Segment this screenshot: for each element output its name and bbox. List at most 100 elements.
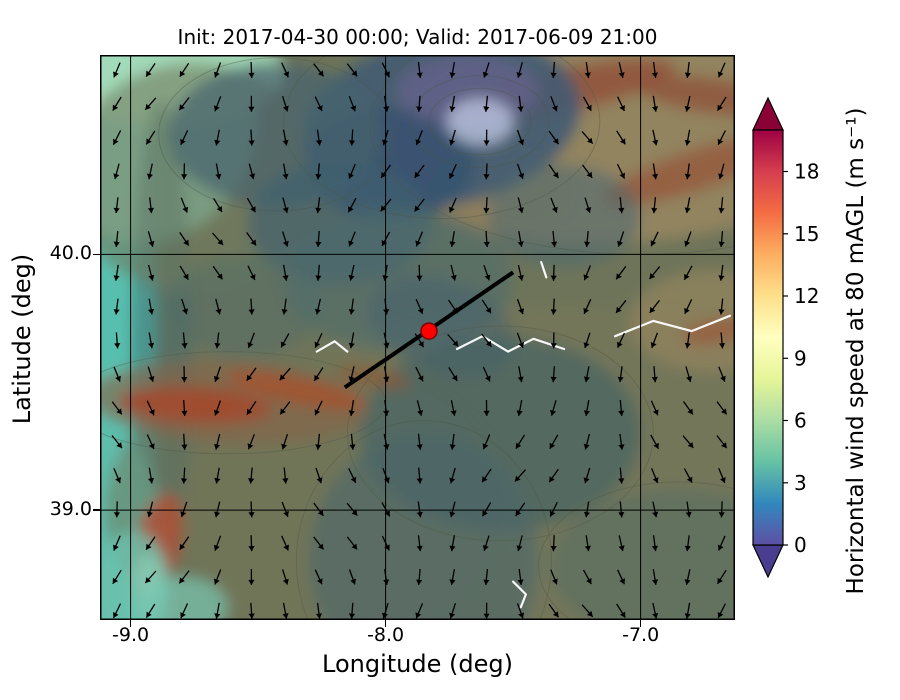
wind-arrow-head [317,70,324,77]
cb-extend-under [752,544,784,579]
wind-arrow-head [619,138,626,145]
field-patch [551,489,735,620]
wind-arrow-head [248,309,255,315]
wind-arrow-head [181,174,188,180]
wind-arrow-head [182,308,188,315]
wind-arrow-head [112,577,119,584]
wind-arrow-head [551,105,558,112]
wind-arrow-head [417,375,424,382]
wind-arrow-head [351,70,358,77]
wind-arrow-head [146,138,152,145]
wind-arrow-head [550,376,557,383]
wind-arrow-head [553,611,559,618]
wind-arrow-head [248,613,255,619]
wind-arrow-head [179,104,185,111]
wind-arrow-head [248,72,255,78]
wind-arrow-head [583,342,590,348]
wind-arrow-head [146,511,153,518]
wind-arrow-head [684,307,690,314]
wind-arrow-head [384,71,390,78]
wind-arrow-head [416,545,423,552]
wind-arrow-head [485,375,491,382]
wind-arrow-head [684,105,691,112]
contour-line [283,55,601,220]
wind-arrow-head [482,545,489,551]
wind-arrow-head [652,139,659,146]
wind-arrow-head [348,172,354,179]
field-patch [309,433,539,620]
wind-arrow-head [114,343,121,349]
wind-arrow-head [148,240,155,247]
wind-arrow-head [552,578,558,585]
wind-arrow-head [717,71,724,78]
cb-tick-label: 12 [794,284,819,308]
wind-arrow-head [349,444,356,450]
wind-arrow-head [381,240,388,246]
wind-arrow-head [517,207,524,213]
wind-arrow-head [181,444,188,450]
wind-arrow-head [651,545,658,552]
wind-arrow-head [482,476,488,483]
site-marker [420,322,438,340]
wind-arrow-head [249,173,256,180]
wind-arrow-head [717,104,723,111]
wind-arrow-head [181,410,188,416]
wind-arrow-head [619,578,625,585]
wind-arrow-head [315,444,322,450]
field-patch [630,269,735,372]
wind-arrow-head [684,545,691,552]
wind-arrow-head [550,309,557,315]
wind-arrow-head [587,610,593,617]
wind-arrow-head [116,408,122,415]
wind-arrow-head [248,545,255,552]
y-tick-label: 39.0 [49,498,92,521]
wind-arrow-head [314,341,321,348]
wind-arrow-head [315,174,322,180]
wind-arrow-head [383,342,390,349]
wind-arrow-head [314,308,321,315]
wind-arrow-head [384,544,390,551]
wind-arrow-head [113,612,119,618]
wind-arrow-head [651,207,658,214]
wind-arrow-head [684,613,691,619]
wind-arrow-head [148,443,155,450]
river [512,580,527,609]
wind-arrow-head [652,173,659,180]
wind-arrow-head [721,408,727,415]
wind-arrow-head [483,140,490,146]
wind-arrow-head [180,612,186,619]
field-patch [446,98,514,145]
wind-arrow-head [416,275,423,281]
wind-arrow-head [449,172,455,179]
wind-arrow-head [617,341,623,348]
wind-arrow-head [280,408,286,415]
wind-arrow-head [449,139,456,146]
wind-arrow-head [214,342,221,349]
wind-arrow-head [684,240,691,247]
wind-arrow-head [414,171,421,178]
wind-arrow-head [517,376,524,383]
wind-arrow-head [180,138,186,145]
wind-arrow-head [414,205,421,212]
wind-arrow-head [449,511,456,518]
wind-arrow-head [619,611,626,618]
wind-arrow-head [148,274,155,281]
wind-arrow-head [283,71,289,78]
wind-arrow-head [213,375,220,382]
wind-arrow-head [449,444,456,450]
wind-arrow-head [484,274,491,281]
wind-arrow-head [381,171,387,178]
wind-arrow-head [718,173,724,180]
wind-arrow-head [717,577,723,584]
x-tick-mark [129,620,132,627]
wind-arrow-head [583,274,590,281]
wind-arrow-head [720,375,726,382]
cb-tick-label: 15 [794,222,819,246]
wind-arrow-head [179,70,186,77]
wind-arrow-head [684,72,691,78]
wind-arrow-head [583,410,590,416]
wind-arrow-head [348,240,354,247]
wind-arrow-head [416,579,423,585]
wind-arrow-head [686,476,693,483]
